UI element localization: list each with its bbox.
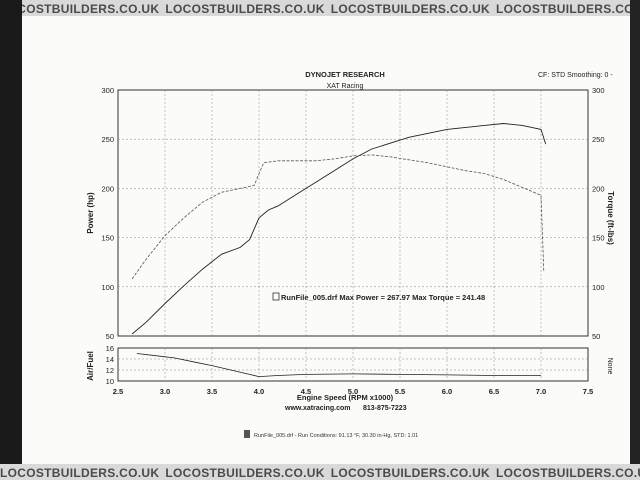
scan-edge-right (630, 0, 640, 480)
watermark-text: LOCOSTBUILDERS.CO.UK (496, 2, 640, 16)
y-tick-label: 300 (101, 86, 114, 95)
x-tick-label: 4.0 (254, 387, 264, 396)
watermark-text: LOCOSTBUILDERS.CO.UK (330, 466, 491, 480)
scan-edge-left (0, 0, 22, 480)
y-tick-label: 150 (101, 234, 114, 243)
y-axis-title-power: Power (hp) (86, 192, 95, 234)
header-subtitle: XAT Racing (327, 83, 364, 90)
header-title: DYNOJET RESEARCH (305, 70, 385, 79)
watermark-text: LOCOSTBUILDERS.CO.UK (0, 2, 160, 16)
y2-tick-label: 100 (592, 283, 605, 292)
header-right: CF: STD Smoothing: 0 - (538, 72, 613, 79)
y2-tick-label: 300 (592, 86, 605, 95)
x-tick-label: 7.5 (583, 387, 593, 396)
watermark-text: LOCOSTBUILDERS.CO.UK (330, 2, 491, 16)
series-line-torque (131, 154, 545, 280)
footer-phone: 813-875-7223 (363, 405, 407, 412)
x-tick-label: 6.5 (489, 387, 499, 396)
y-tick-label: 50 (106, 332, 114, 341)
series-line-power (131, 123, 547, 335)
af-y-tick-label: 16 (106, 344, 114, 353)
y-tick-label: 250 (101, 135, 114, 144)
y2-tick-label: 50 (592, 332, 600, 341)
y-tick-label: 200 (101, 184, 114, 193)
airfuel-plot: 10 12 14 16 2.5 3.0 3.5 4.0 4.5 5.0 5.5 6.0 6.5 7.0 7.… (106, 344, 594, 396)
x-tick-label: 4.5 (301, 387, 311, 396)
max-annotation: RunFile_005.drf Max Power = 267.97 Max T… (281, 293, 485, 302)
y-axis-title-none: None (606, 358, 613, 375)
af-y-tick-label: 10 (106, 377, 114, 386)
runfile-marker (244, 430, 250, 438)
x-tick-label: 2.5 (113, 387, 123, 396)
y2-tick-label: 200 (592, 184, 605, 193)
series-line-airfuel (136, 353, 541, 378)
y-axis-title-airfuel: Air/Fuel (86, 351, 95, 381)
y-tick-label: 100 (101, 283, 114, 292)
run-conditions: RunFile_005.drf - Run Conditions: 91.13 … (254, 433, 418, 439)
y2-tick-label: 250 (592, 135, 605, 144)
x-tick-label: 3.0 (160, 387, 170, 396)
paper (22, 16, 630, 468)
watermark-text: LOCOSTBUILDERS.CO.UK (165, 2, 325, 16)
x-tick-label: 5.0 (348, 387, 358, 396)
watermark-text: LOCOSTBUILDERS.CO.UK (0, 466, 160, 480)
watermark-text: LOCOSTBUILDERS.CO.UK (165, 466, 325, 480)
x-axis-title: Engine Speed (RPM x1000) (297, 393, 394, 402)
watermark-bottom: LOCOSTBUILDERS.CO.UK LOCOSTBUILDERS.CO.UK… (0, 464, 640, 480)
x-tick-label: 3.5 (207, 387, 217, 396)
y2-tick-label: 150 (592, 234, 605, 243)
annotation-marker (272, 292, 280, 301)
watermark-top: LOCOSTBUILDERS.CO.UK LOCOSTBUILDERS.CO.UK… (0, 0, 640, 16)
watermark-text: LOCOSTBUILDERS.CO.UK (496, 466, 640, 480)
footer-website: www.xatracing.com (284, 405, 350, 412)
af-y-tick-label: 14 (106, 355, 114, 364)
main-plot: 50 100 150 200 250 300 50 100 150 200 250 300 (101, 86, 604, 341)
x-tick-label: 6.0 (442, 387, 452, 396)
af-y-tick-label: 12 (106, 366, 114, 375)
x-tick-label: 7.0 (536, 387, 546, 396)
y-axis-title-torque: Torque (ft-lbs) (606, 191, 615, 245)
x-tick-label: 5.5 (395, 387, 405, 396)
